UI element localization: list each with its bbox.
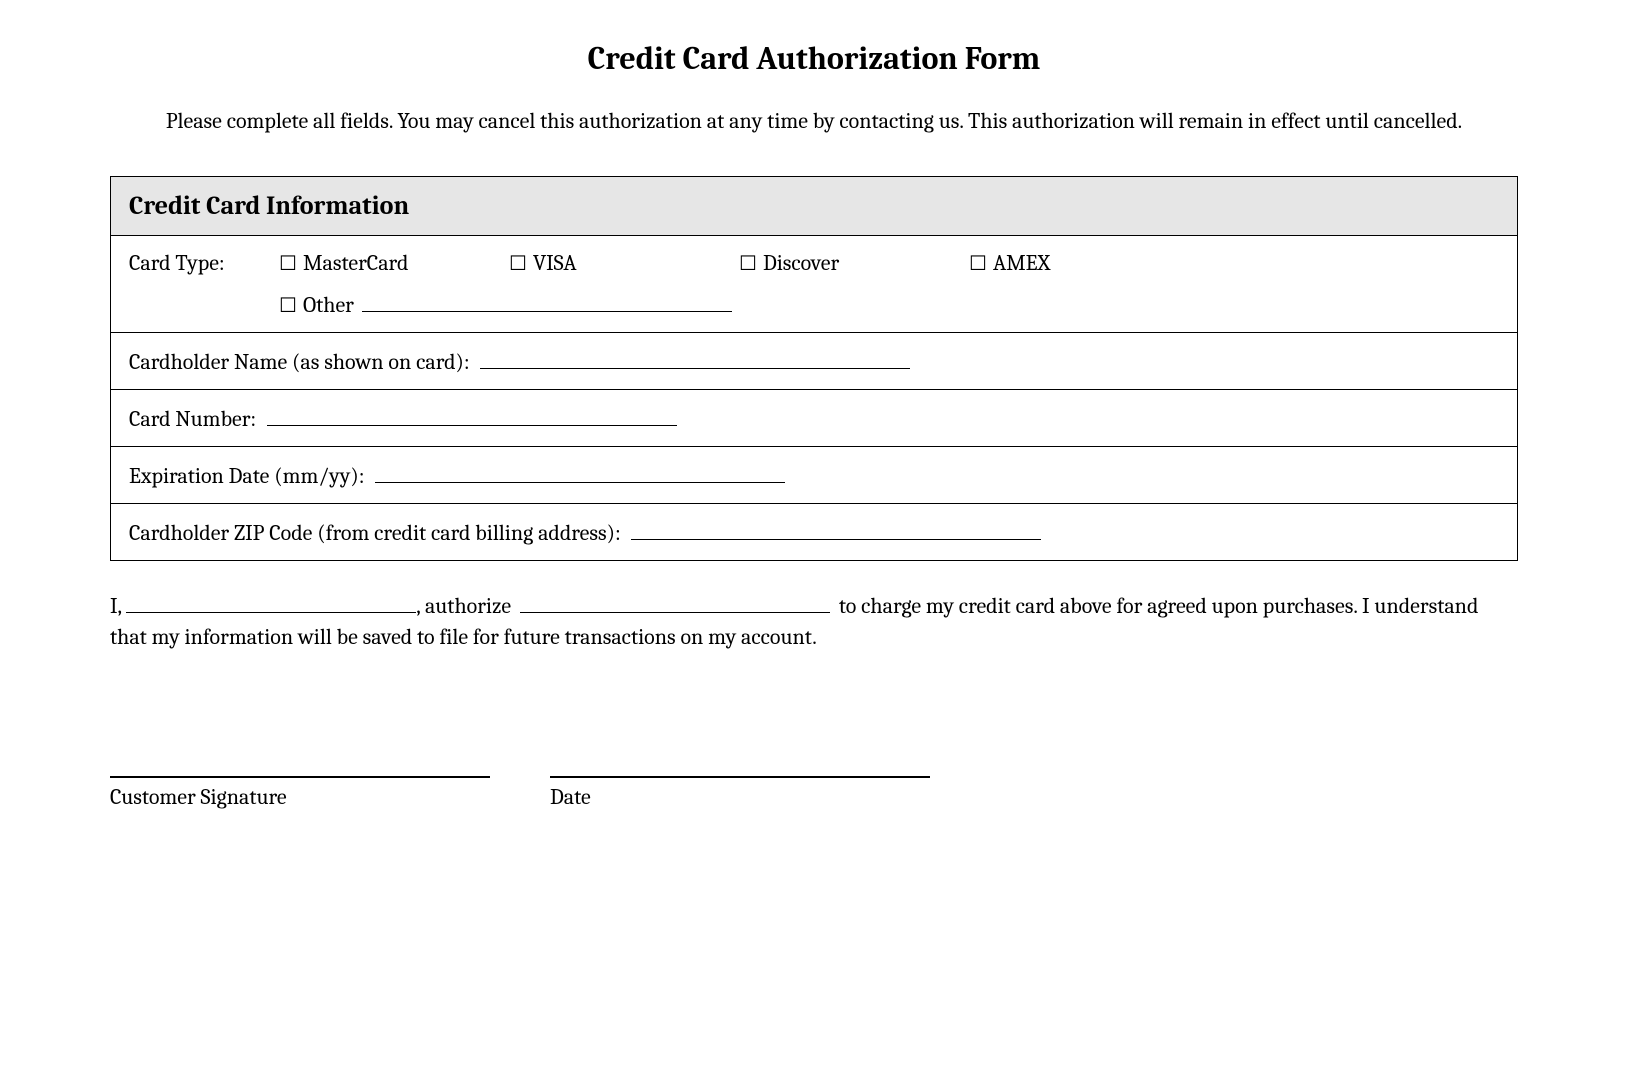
card-number-label: Card Number: [129, 406, 256, 432]
auth-name-input-line[interactable] [126, 591, 416, 613]
auth-merchant-input-line[interactable] [520, 591, 830, 613]
checkbox-icon: ☐ [739, 251, 757, 275]
authorization-paragraph: I, , authorize to charge my credit card … [110, 591, 1518, 655]
checkbox-icon: ☐ [969, 251, 987, 275]
expiration-date-label: Expiration Date (mm/yy): [129, 463, 364, 489]
card-number-input-line[interactable] [267, 404, 677, 426]
card-type-label: Card Type: [129, 250, 279, 276]
option-label-other: Other [303, 292, 354, 318]
option-label-amex: AMEX [993, 250, 1050, 276]
option-label-mastercard: MasterCard [303, 250, 408, 276]
date-block: Date [550, 754, 930, 810]
checkbox-icon: ☐ [509, 251, 527, 275]
checkbox-other[interactable]: ☐ Other [279, 292, 354, 318]
form-title: Credit Card Authorization Form [110, 40, 1518, 77]
option-label-discover: Discover [763, 250, 839, 276]
customer-signature-line[interactable] [110, 754, 490, 778]
signature-section: Customer Signature Date [110, 754, 1518, 810]
zip-code-row: Cardholder ZIP Code (from credit card bi… [111, 503, 1518, 560]
auth-mid: , authorize [416, 593, 511, 619]
auth-prefix: I, [110, 593, 121, 619]
checkbox-icon: ☐ [279, 251, 297, 275]
cardholder-name-row: Cardholder Name (as shown on card): [111, 332, 1518, 389]
expiration-date-row: Expiration Date (mm/yy): [111, 446, 1518, 503]
date-line[interactable] [550, 754, 930, 778]
customer-signature-block: Customer Signature [110, 754, 490, 810]
zip-code-label: Cardholder ZIP Code (from credit card bi… [129, 520, 621, 546]
form-container: Credit Card Authorization Form Please co… [110, 40, 1518, 810]
other-input-line[interactable] [362, 290, 732, 312]
date-label: Date [550, 784, 930, 810]
checkbox-mastercard[interactable]: ☐ MasterCard [279, 250, 509, 276]
cardholder-name-label: Cardholder Name (as shown on card): [129, 349, 470, 375]
checkbox-visa[interactable]: ☐ VISA [509, 250, 739, 276]
expiration-date-input-line[interactable] [375, 461, 785, 483]
form-instructions: Please complete all fields. You may canc… [110, 107, 1518, 136]
customer-signature-label: Customer Signature [110, 784, 490, 810]
section-header: Credit Card Information [111, 176, 1518, 235]
cardholder-name-input-line[interactable] [480, 347, 910, 369]
zip-code-input-line[interactable] [631, 518, 1041, 540]
option-label-visa: VISA [533, 250, 577, 276]
card-type-row: Card Type: ☐ MasterCard ☐ VISA ☐ Discove… [111, 235, 1518, 332]
credit-card-info-table: Credit Card Information Card Type: ☐ Mas… [110, 176, 1518, 561]
card-number-row: Card Number: [111, 389, 1518, 446]
checkbox-icon: ☐ [279, 293, 297, 317]
checkbox-amex[interactable]: ☐ AMEX [969, 250, 1119, 276]
checkbox-discover[interactable]: ☐ Discover [739, 250, 969, 276]
